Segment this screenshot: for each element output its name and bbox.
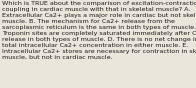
Text: Which is TRUE about the comparison of excitation-contraction
coupling in cardiac: Which is TRUE about the comparison of ex…	[2, 1, 196, 60]
